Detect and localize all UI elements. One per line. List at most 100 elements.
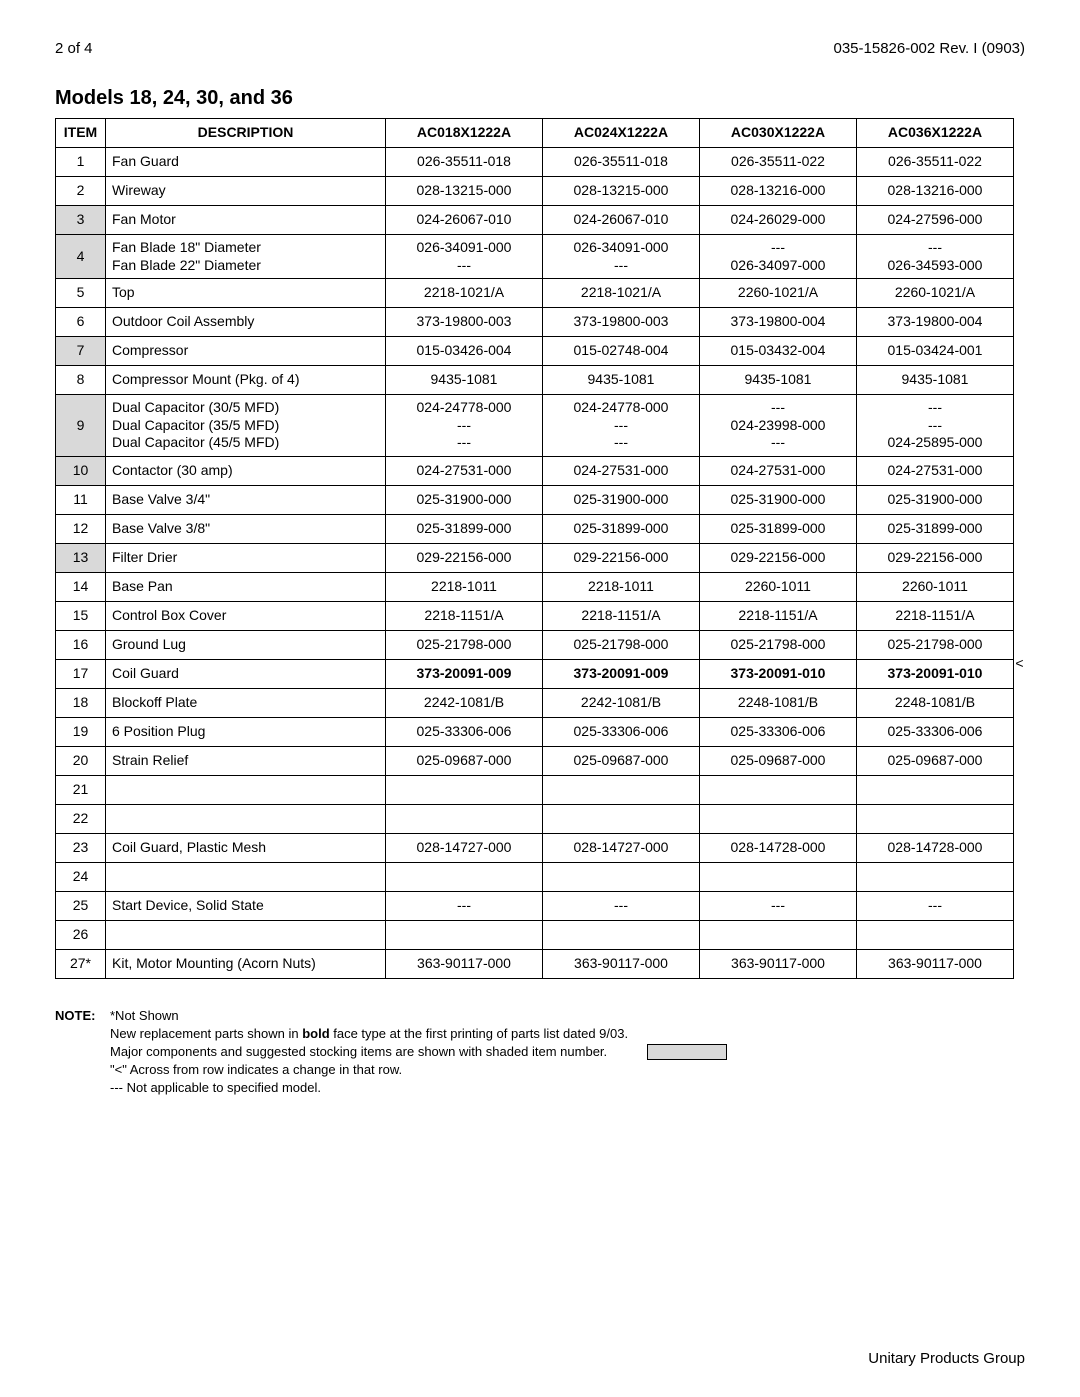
change-indicator (1014, 706, 1025, 735)
part-number: 9435-1081 (543, 366, 700, 395)
table-row: 26 (56, 920, 1014, 949)
change-indicator (1014, 331, 1025, 360)
part-number: 373-19800-003 (543, 308, 700, 337)
table-row: 5Top2218-1021/A2218-1021/A2260-1021/A226… (56, 279, 1014, 308)
change-indicator (1014, 360, 1025, 389)
item-number: 13 (56, 543, 106, 572)
change-indicator (1014, 590, 1025, 619)
part-number: 024-24778-000 --- --- (386, 395, 543, 457)
part-number: 025-31899-000 (386, 514, 543, 543)
change-indicator: < (1014, 648, 1025, 677)
part-number: 025-31899-000 (543, 514, 700, 543)
col-item: ITEM (56, 119, 106, 148)
change-indicator (1014, 389, 1025, 445)
item-description: 6 Position Plug (106, 717, 386, 746)
part-number: 2218-1011 (386, 572, 543, 601)
part-number: --- 026-34593-000 (857, 235, 1014, 279)
table-row: 13Filter Drier029-22156-000029-22156-000… (56, 543, 1014, 572)
table-row: 24 (56, 862, 1014, 891)
part-number: 373-19800-004 (700, 308, 857, 337)
part-number: 024-26067-010 (543, 206, 700, 235)
item-number: 16 (56, 630, 106, 659)
part-number: 2260-1011 (857, 572, 1014, 601)
notes-body: *Not ShownNew replacement parts shown in… (110, 1007, 1025, 1098)
item-number: 21 (56, 775, 106, 804)
item-description: Fan Guard (106, 148, 386, 177)
table-row: 15Control Box Cover2218-1151/A2218-1151/… (56, 601, 1014, 630)
part-number: --- (543, 891, 700, 920)
part-number: 026-34091-000 --- (386, 235, 543, 279)
part-number: 025-31900-000 (700, 485, 857, 514)
part-number: 025-21798-000 (700, 630, 857, 659)
part-number: 025-21798-000 (543, 630, 700, 659)
item-number: 11 (56, 485, 106, 514)
item-description: Kit, Motor Mounting (Acorn Nuts) (106, 949, 386, 978)
change-indicator (1014, 532, 1025, 561)
item-number: 5 (56, 279, 106, 308)
item-description: Coil Guard (106, 659, 386, 688)
item-number: 8 (56, 366, 106, 395)
part-number: 2218-1021/A (543, 279, 700, 308)
change-indicator (1014, 146, 1025, 175)
part-number: 029-22156-000 (857, 543, 1014, 572)
part-number: 024-27531-000 (386, 456, 543, 485)
part-number: 025-33306-006 (857, 717, 1014, 746)
item-number: 19 (56, 717, 106, 746)
item-number: 2 (56, 177, 106, 206)
item-description: Base Valve 3/4" (106, 485, 386, 514)
part-number: 025-09687-000 (543, 746, 700, 775)
part-number: 025-31899-000 (857, 514, 1014, 543)
table-body: 1Fan Guard026-35511-018026-35511-018026-… (56, 148, 1014, 979)
part-number: --- (857, 891, 1014, 920)
part-number: --- 026-34097-000 (700, 235, 857, 279)
item-number: 22 (56, 804, 106, 833)
table-row: 4Fan Blade 18" Diameter Fan Blade 22" Di… (56, 235, 1014, 279)
table-row: 17Coil Guard373-20091-009373-20091-00937… (56, 659, 1014, 688)
part-number: 2260-1021/A (700, 279, 857, 308)
item-description: Base Valve 3/8" (106, 514, 386, 543)
item-description (106, 775, 386, 804)
part-number: 028-13216-000 (857, 177, 1014, 206)
change-indicator-column: < (1014, 118, 1025, 979)
table-row: 22 (56, 804, 1014, 833)
part-number: 363-90117-000 (700, 949, 857, 978)
item-description: Start Device, Solid State (106, 891, 386, 920)
part-number: 2218-1011 (543, 572, 700, 601)
part-number: 029-22156-000 (543, 543, 700, 572)
part-number: 015-03432-004 (700, 337, 857, 366)
part-number (700, 804, 857, 833)
item-description (106, 804, 386, 833)
change-indicator (1014, 909, 1025, 938)
part-number: 028-14727-000 (543, 833, 700, 862)
item-number: 4 (56, 235, 106, 279)
part-number: 024-27596-000 (857, 206, 1014, 235)
change-indicator (1014, 561, 1025, 590)
item-description (106, 920, 386, 949)
part-number: 2218-1151/A (700, 601, 857, 630)
item-description: Fan Motor (106, 206, 386, 235)
table-row: 23Coil Guard, Plastic Mesh028-14727-0000… (56, 833, 1014, 862)
part-number: 025-09687-000 (700, 746, 857, 775)
part-number: 373-20091-009 (543, 659, 700, 688)
table-row: 11Base Valve 3/4"025-31900-000025-31900-… (56, 485, 1014, 514)
table-row: 7Compressor015-03426-004015-02748-004015… (56, 337, 1014, 366)
part-number: --- 024-23998-000 --- (700, 395, 857, 457)
col-model: AC018X1222A (386, 119, 543, 148)
item-description: Wireway (106, 177, 386, 206)
part-number: 026-35511-022 (700, 148, 857, 177)
change-indicator (1014, 677, 1025, 706)
part-number: 029-22156-000 (700, 543, 857, 572)
item-description: Control Box Cover (106, 601, 386, 630)
part-number: 373-20091-009 (386, 659, 543, 688)
part-number: 2260-1011 (700, 572, 857, 601)
table-head: ITEMDESCRIPTIONAC018X1222AAC024X1222AAC0… (56, 119, 1014, 148)
item-number: 25 (56, 891, 106, 920)
item-description: Outdoor Coil Assembly (106, 308, 386, 337)
change-indicator (1014, 851, 1025, 880)
item-number: 15 (56, 601, 106, 630)
table-row: 196 Position Plug025-33306-006025-33306-… (56, 717, 1014, 746)
part-number: 029-22156-000 (386, 543, 543, 572)
table-row: 18Blockoff Plate2242-1081/B2242-1081/B22… (56, 688, 1014, 717)
table-row: 16Ground Lug025-21798-000025-21798-00002… (56, 630, 1014, 659)
part-number: 028-14728-000 (700, 833, 857, 862)
